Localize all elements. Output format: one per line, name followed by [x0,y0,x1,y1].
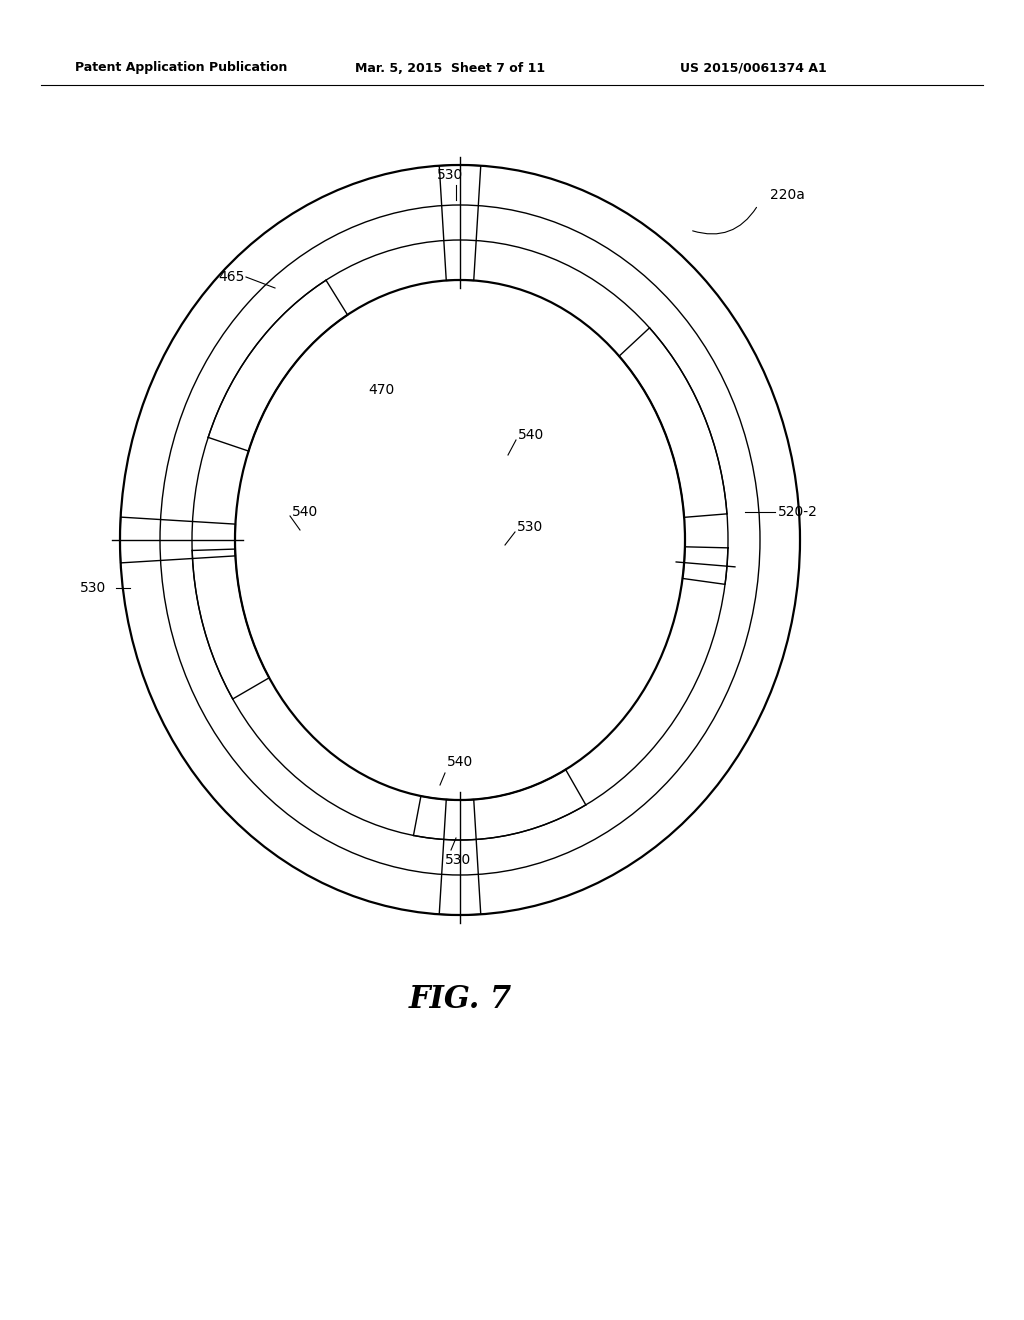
Text: 530: 530 [445,853,471,867]
Text: 220a: 220a [770,187,805,202]
Text: Mar. 5, 2015  Sheet 7 of 11: Mar. 5, 2015 Sheet 7 of 11 [355,62,545,74]
Text: 530: 530 [437,168,463,182]
Text: 520-2: 520-2 [778,506,818,519]
Text: 530: 530 [80,581,106,595]
Text: US 2015/0061374 A1: US 2015/0061374 A1 [680,62,826,74]
Text: FIG. 7: FIG. 7 [409,985,512,1015]
Text: 465: 465 [218,271,245,284]
Text: 540: 540 [518,428,544,442]
Text: 470: 470 [368,383,394,397]
Text: 540: 540 [447,755,473,770]
Text: 540: 540 [292,506,318,519]
Text: Patent Application Publication: Patent Application Publication [75,62,288,74]
Text: 530: 530 [517,520,544,535]
